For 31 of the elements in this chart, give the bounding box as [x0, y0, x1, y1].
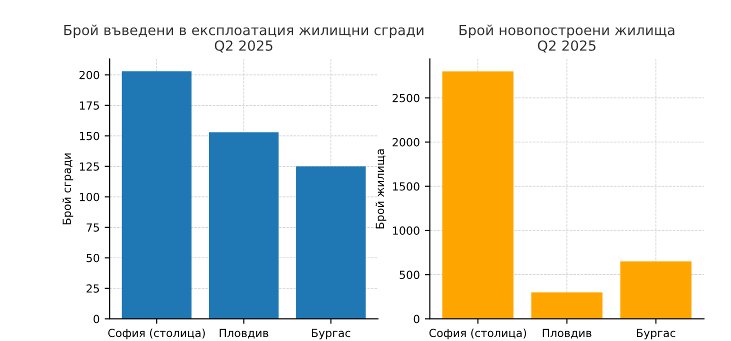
- y-tick-label: 1000: [393, 226, 420, 235]
- y-tick-label: 1500: [393, 182, 420, 191]
- y-tick-label: 0: [414, 314, 420, 324]
- x-tick-label: София (столица): [429, 328, 526, 340]
- y-tick-label: 2500: [392, 94, 420, 102]
- y-tick-label: 150: [80, 132, 100, 140]
- bar: [122, 71, 192, 319]
- y-tick-label: 25: [86, 284, 99, 293]
- y-tick-label: 125: [80, 162, 99, 171]
- y-tick-label: 500: [400, 270, 420, 280]
- y-axis-title: Брой жилища: [376, 149, 386, 228]
- bar: [531, 292, 602, 319]
- y-tick-label: 200: [80, 70, 100, 80]
- chart-title: Брой новопостроени жилища Q2 2025: [460, 24, 674, 52]
- x-tick-label: Бургас: [636, 328, 676, 340]
- x-tick-label: Пловдив: [220, 328, 268, 339]
- x-tick-label: Бургас: [312, 328, 350, 340]
- y-tick-label: 0: [94, 314, 100, 324]
- y-axis-title: Брой сгради: [62, 153, 74, 224]
- bar: [442, 71, 514, 319]
- y-tick-label: 75: [86, 223, 99, 232]
- y-tick-label: 50: [86, 254, 100, 262]
- bar: [296, 166, 366, 319]
- y-tick-label: 100: [80, 192, 100, 202]
- bar: [208, 132, 279, 319]
- x-tick-label: София (столица): [108, 328, 205, 340]
- x-tick-label: Пловдив: [542, 328, 592, 339]
- chart-title: Брой въведени в експлоатация жилищни сгради Q2 2025: [64, 24, 424, 52]
- y-tick-label: 2000: [392, 138, 420, 146]
- y-tick-label: 175: [80, 101, 99, 110]
- bar: [620, 261, 692, 319]
